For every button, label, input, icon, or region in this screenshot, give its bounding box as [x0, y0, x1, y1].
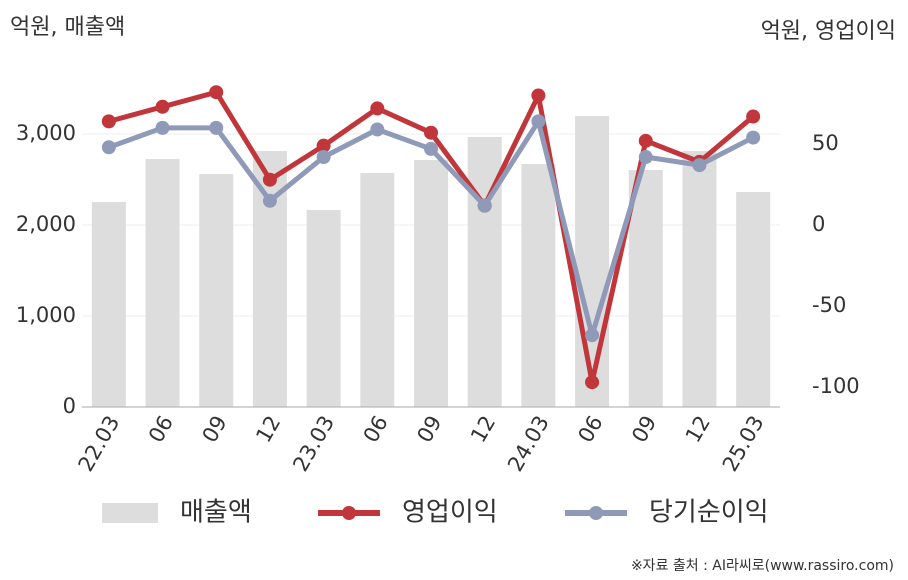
x-tick-label: 09 — [627, 412, 661, 447]
point — [316, 138, 331, 153]
point — [209, 85, 224, 100]
point — [424, 141, 438, 156]
bar — [414, 160, 448, 407]
y2-tick-label: -100 — [812, 374, 860, 398]
point — [370, 122, 385, 137]
y-tick-label: 1,000 — [16, 303, 76, 327]
point — [585, 375, 600, 390]
point — [692, 158, 707, 173]
point — [477, 198, 492, 213]
point — [262, 193, 277, 208]
y2-tick-label: -50 — [812, 293, 846, 317]
source: ※자료 출처 : AI라씨로(www.rassiro.com) — [631, 558, 894, 574]
y-tick-label: 2,000 — [16, 212, 76, 236]
x-tick-label: 12 — [251, 412, 285, 447]
x-tick-label: 09 — [198, 412, 232, 447]
point — [101, 140, 116, 155]
bar — [575, 115, 610, 408]
bar — [145, 159, 180, 407]
bar — [306, 209, 341, 407]
bar — [682, 151, 717, 407]
point — [155, 99, 170, 114]
point — [155, 120, 170, 135]
y-tick-label: 3,000 — [16, 121, 76, 145]
point — [531, 114, 546, 129]
point — [531, 88, 546, 103]
legend-label: 당기순이익 — [649, 498, 769, 528]
point — [262, 172, 277, 187]
y2-axis-label: 억원, 영업이익 — [761, 19, 896, 44]
bar — [628, 170, 663, 407]
y2-tick-label: 0 — [812, 212, 825, 236]
y2-tick-label: 50 — [812, 131, 839, 155]
point — [638, 133, 653, 148]
x-tick-label: 12 — [466, 412, 500, 447]
point — [316, 150, 331, 165]
point — [209, 120, 224, 135]
x-tick-label: 09 — [412, 412, 446, 447]
bar — [360, 173, 395, 407]
x-tick-label: 24.03 — [503, 412, 554, 476]
point — [585, 328, 600, 343]
y-tick-label: 0 — [63, 394, 76, 418]
x-tick-label: 06 — [573, 412, 607, 447]
x-tick-label: 06 — [144, 412, 178, 447]
bar — [521, 164, 556, 407]
x-tick-label: 23.03 — [288, 412, 339, 476]
point — [746, 130, 761, 145]
legend-label: 영업이익 — [402, 498, 498, 528]
legend-swatch — [342, 506, 356, 520]
point — [101, 114, 116, 129]
bar — [91, 201, 126, 407]
x-tick-label: 22.03 — [74, 412, 125, 476]
x-tick-label: 06 — [359, 412, 393, 447]
x-tick-label: 25.03 — [718, 412, 769, 476]
legend-label: 매출액 — [180, 498, 252, 528]
bar — [199, 174, 234, 407]
legend-swatch — [102, 503, 158, 523]
bar — [736, 191, 771, 407]
point — [424, 125, 438, 140]
y-axis-label: 억원, 매출액 — [10, 15, 125, 40]
point — [638, 150, 653, 165]
x-tick-label: 12 — [681, 412, 715, 447]
point — [370, 101, 385, 116]
point — [746, 109, 761, 124]
legend-swatch — [589, 506, 603, 520]
